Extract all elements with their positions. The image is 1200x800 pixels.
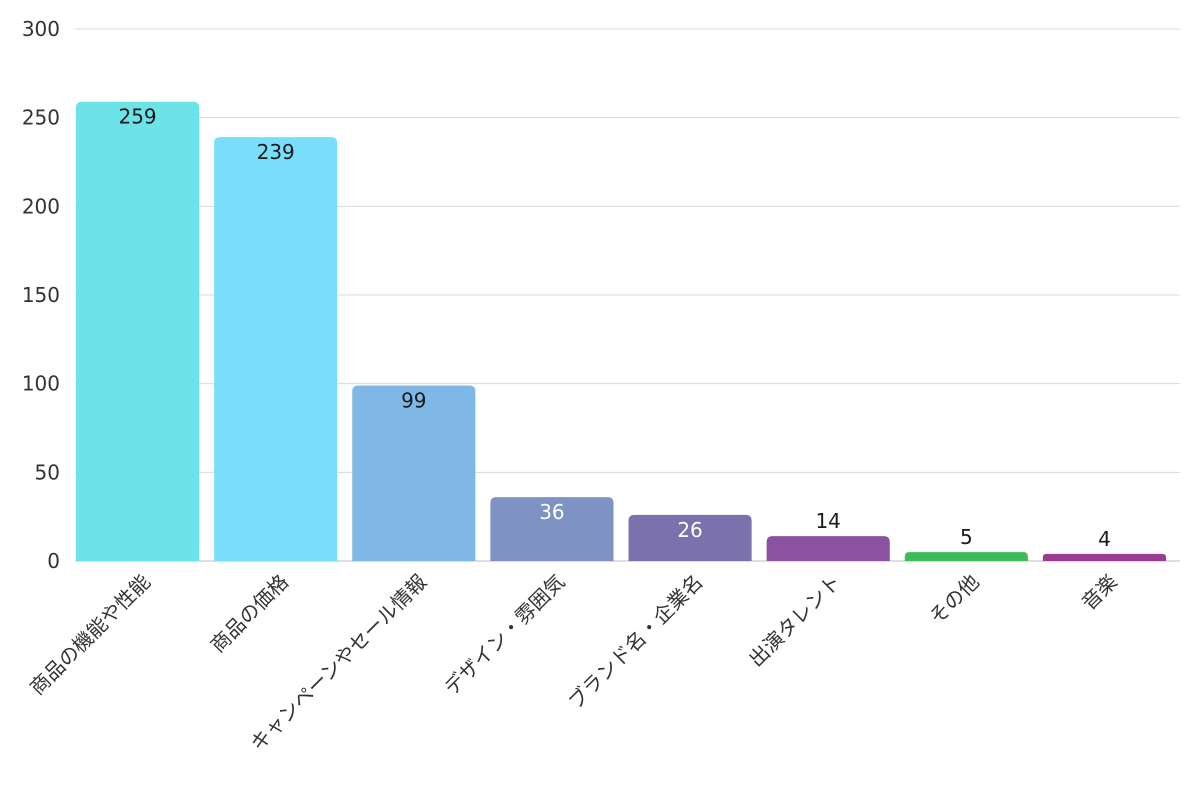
bar [904, 552, 1028, 561]
bar [214, 137, 338, 561]
data-labels: 259 239 99 36 26 14 5 4 [118, 105, 1110, 551]
data-label: 239 [257, 140, 295, 164]
bar [76, 101, 200, 561]
y-axis-ticks: 0 50 100 150 200 250 300 [22, 17, 60, 573]
bar [352, 385, 476, 561]
bars [76, 101, 1166, 561]
x-tick-label: 商品の機能や性能 [25, 570, 155, 700]
y-tick-label: 300 [22, 17, 60, 41]
x-tick-label: デザイン・雰囲気 [439, 570, 569, 700]
y-tick-label: 50 [35, 460, 60, 484]
x-tick-label: ブランド名・企業名 [563, 570, 707, 714]
data-label: 26 [677, 518, 702, 542]
y-tick-label: 150 [22, 283, 60, 307]
data-label: 99 [401, 388, 426, 412]
y-tick-label: 0 [47, 549, 60, 573]
data-label: 14 [815, 509, 840, 533]
x-tick-label: 出演タレント [744, 570, 846, 672]
x-tick-label: 音楽 [1077, 570, 1122, 615]
data-label: 4 [1098, 527, 1111, 551]
data-label: 36 [539, 500, 564, 524]
data-label: 5 [960, 525, 973, 549]
data-label: 259 [118, 105, 156, 129]
bar [628, 514, 752, 561]
y-tick-label: 250 [22, 106, 60, 130]
x-tick-label: 商品の価格 [206, 570, 294, 658]
bar [766, 536, 890, 561]
bar [490, 497, 614, 561]
y-tick-label: 100 [22, 372, 60, 396]
bar [1042, 553, 1166, 561]
x-tick-label: その他 [924, 570, 983, 629]
y-tick-label: 200 [22, 194, 60, 218]
